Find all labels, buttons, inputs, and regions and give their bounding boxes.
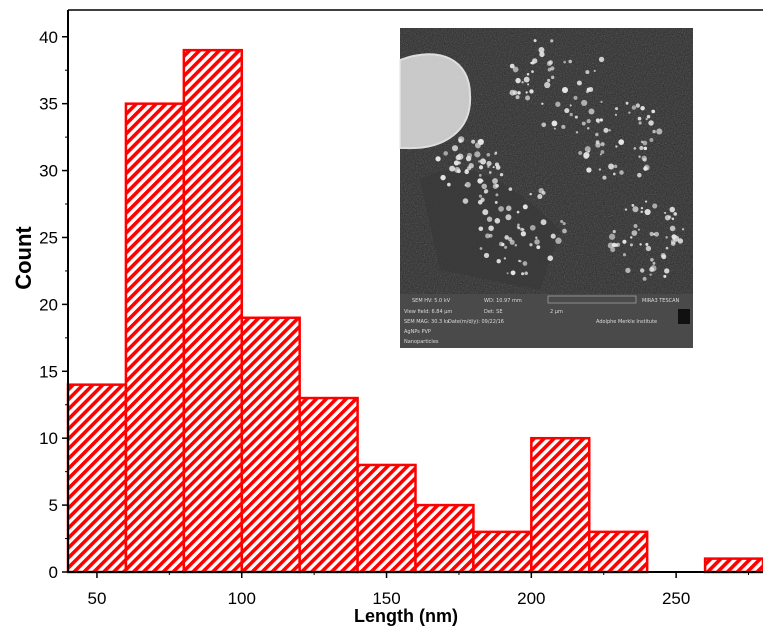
histogram-bar [472, 530, 533, 574]
histogram-bar [356, 463, 417, 574]
svg-text:MIRA3 TESCAN: MIRA3 TESCAN [642, 298, 680, 304]
svg-text:View field: 6.84 µm: View field: 6.84 µm [404, 309, 452, 315]
y-tick-label: 40 [39, 28, 58, 47]
histogram-bar [66, 383, 128, 574]
y-tick-label: 0 [49, 563, 58, 582]
histogram-bar [530, 436, 591, 574]
histogram-bar [124, 102, 186, 574]
svg-text:Date(m/d/y): 09/22/16: Date(m/d/y): 09/22/16 [448, 319, 504, 325]
svg-text:2 µm: 2 µm [550, 309, 563, 315]
x-tick-label: 50 [87, 589, 106, 608]
y-tick-label: 35 [39, 95, 58, 114]
y-tick-label: 25 [39, 228, 58, 247]
y-tick-label: 10 [39, 429, 58, 448]
sem-inset-image: SEM HV: 5.0 kV WD: 10.97 mm MIRA3 TESCAN… [399, 28, 693, 348]
x-axis-ticks: 50 100 150 200 250 [87, 572, 750, 608]
svg-text:WD: 10.97 mm: WD: 10.97 mm [484, 298, 522, 304]
y-axis-ticks: 0 5 10 15 20 25 30 35 40 [39, 28, 68, 582]
sem-info-text: SEM HV: 5.0 kV WD: 10.97 mm MIRA3 TESCAN… [404, 298, 680, 345]
svg-text:Det: SE: Det: SE [484, 309, 503, 315]
histogram-bar [588, 530, 649, 574]
x-tick-label: 200 [517, 589, 545, 608]
sem-nanoparticles [435, 39, 685, 281]
svg-text:Nanoparticles: Nanoparticles [404, 339, 439, 345]
sem-logo [678, 309, 690, 324]
svg-text:Adolphe Merkle Institute: Adolphe Merkle Institute [596, 319, 657, 325]
histogram-bar [298, 396, 359, 574]
y-tick-label: 20 [39, 295, 58, 314]
sem-info-bar [400, 294, 693, 348]
x-tick-label: 150 [372, 589, 400, 608]
y-axis-title: Count [11, 226, 36, 290]
y-tick-label: 30 [39, 162, 58, 181]
histogram-bar [240, 316, 301, 574]
x-tick-label: 100 [228, 589, 256, 608]
svg-text:SEM MAG: 30.3 kx: SEM MAG: 30.3 kx [404, 319, 450, 325]
histogram-bar [414, 503, 475, 574]
sem-scale-bar [547, 295, 637, 304]
histogram-bars [66, 48, 763, 574]
y-tick-label: 5 [49, 496, 58, 515]
sem-large-particle [399, 53, 472, 150]
x-axis-title: Length (nm) [354, 606, 458, 626]
svg-text:SEM HV: 5.0 kV: SEM HV: 5.0 kV [412, 298, 451, 304]
svg-text:AgNPs PVP: AgNPs PVP [404, 329, 431, 335]
x-tick-label: 250 [662, 589, 690, 608]
histogram-bar [703, 557, 763, 574]
histogram-bar [182, 48, 243, 574]
y-tick-label: 15 [39, 362, 58, 381]
